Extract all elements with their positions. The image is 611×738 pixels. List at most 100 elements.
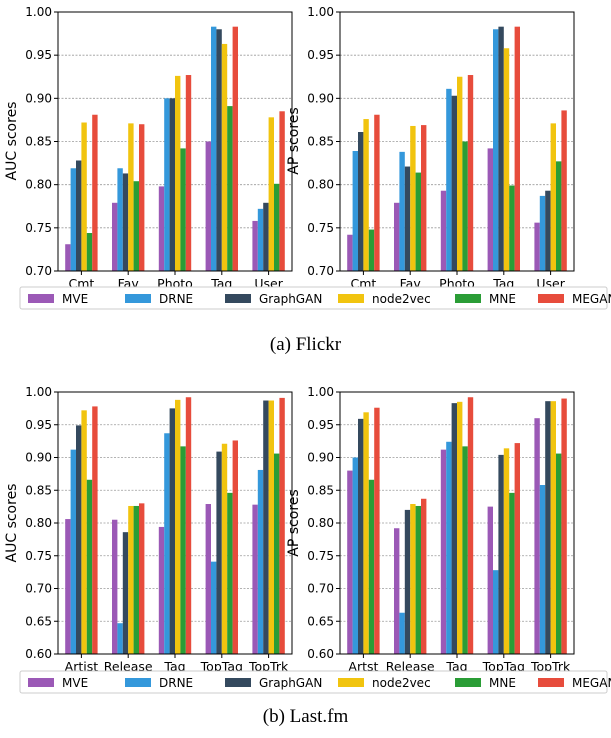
y-tick-label: 0.85 <box>25 483 52 497</box>
legend-entry: DRNE <box>159 292 193 306</box>
bar <box>258 470 263 654</box>
bar <box>416 506 421 654</box>
bar <box>216 29 221 271</box>
bar <box>462 446 467 654</box>
bar <box>274 184 279 271</box>
y-tick-label: 0.95 <box>25 48 52 62</box>
y-tick-label: 0.70 <box>25 264 52 278</box>
bar <box>369 480 374 654</box>
bar <box>180 148 185 271</box>
bar <box>87 233 92 271</box>
caption-flickr: (a) Flickr <box>0 334 611 356</box>
bar <box>71 450 76 654</box>
bar <box>76 425 81 654</box>
bar <box>468 397 473 654</box>
bar <box>399 613 404 654</box>
bar <box>493 29 498 271</box>
bar <box>274 454 279 654</box>
y-tick-label: 1.00 <box>25 385 52 399</box>
legend-swatch <box>28 294 54 303</box>
legend-entry: GraphGAN <box>259 676 322 690</box>
legend-entry: GraphGAN <box>259 292 322 306</box>
bar <box>71 168 76 271</box>
bar <box>186 397 191 654</box>
legend-swatch <box>538 294 564 303</box>
bar <box>504 48 509 271</box>
legend-swatch <box>338 678 364 687</box>
y-tick-label: 0.65 <box>307 614 334 628</box>
bar <box>65 519 70 654</box>
bar <box>123 173 128 271</box>
legend-swatch <box>538 678 564 687</box>
y-tick-label: 1.00 <box>307 385 334 399</box>
bar <box>540 196 545 271</box>
bar <box>410 126 415 271</box>
legend-0: MVEDRNEGraphGANnode2vecMNEMEGAN <box>20 287 611 309</box>
bar <box>164 98 169 271</box>
bar <box>462 142 467 272</box>
y-tick-label: 0.65 <box>25 614 52 628</box>
bar <box>515 443 520 654</box>
bar <box>394 528 399 654</box>
bar <box>374 115 379 271</box>
bar <box>211 27 216 271</box>
y-tick-label: 0.85 <box>307 135 334 149</box>
legend-swatch <box>125 294 151 303</box>
bar <box>498 27 503 271</box>
bar <box>441 450 446 654</box>
bar <box>164 433 169 654</box>
bar <box>545 401 550 654</box>
bar <box>394 203 399 271</box>
legend-entry: MEGAN <box>572 292 611 306</box>
bar <box>233 27 238 271</box>
bar <box>405 167 410 271</box>
bar <box>117 623 122 654</box>
bar <box>369 230 374 271</box>
y-tick-label: 0.85 <box>307 483 334 497</box>
bar <box>211 562 216 654</box>
bar <box>159 527 164 654</box>
y-tick-label: 0.90 <box>307 451 334 465</box>
legend-swatch <box>125 678 151 687</box>
chart-panel-3: 0.600.650.700.750.800.850.900.951.00Arts… <box>286 385 574 674</box>
bar <box>252 505 257 654</box>
bar <box>134 181 139 271</box>
bar <box>206 504 211 654</box>
bar <box>561 110 566 271</box>
bar <box>139 503 144 654</box>
bar <box>353 151 358 271</box>
y-tick-label: 0.75 <box>25 549 52 563</box>
y-tick-label: 0.90 <box>25 451 52 465</box>
bar <box>358 419 363 654</box>
bar <box>222 44 227 271</box>
bar <box>509 186 514 271</box>
y-tick-label: 0.75 <box>25 221 52 235</box>
bar <box>421 499 426 654</box>
legend-entry: node2vec <box>372 292 431 306</box>
bar <box>180 446 185 654</box>
bar <box>175 76 180 271</box>
bar <box>410 504 415 654</box>
bar <box>452 403 457 654</box>
bar <box>123 532 128 654</box>
bar <box>222 444 227 654</box>
legend-1: MVE DRNE GraphGAN node2vec MNE MEGAN <box>20 671 611 693</box>
bar <box>556 454 561 654</box>
bar <box>545 191 550 271</box>
y-tick-label: 1.00 <box>25 5 52 19</box>
y-tick-label: 0.80 <box>307 516 334 530</box>
bar <box>134 506 139 654</box>
legend-swatch <box>455 678 481 687</box>
y-tick-label: 0.60 <box>307 647 334 661</box>
bar <box>258 209 263 271</box>
bar <box>374 408 379 654</box>
bar <box>416 173 421 271</box>
bar <box>488 148 493 271</box>
legend-entry: MVE <box>62 292 88 306</box>
bar <box>551 123 556 271</box>
bar <box>81 123 86 271</box>
bar <box>206 142 211 272</box>
